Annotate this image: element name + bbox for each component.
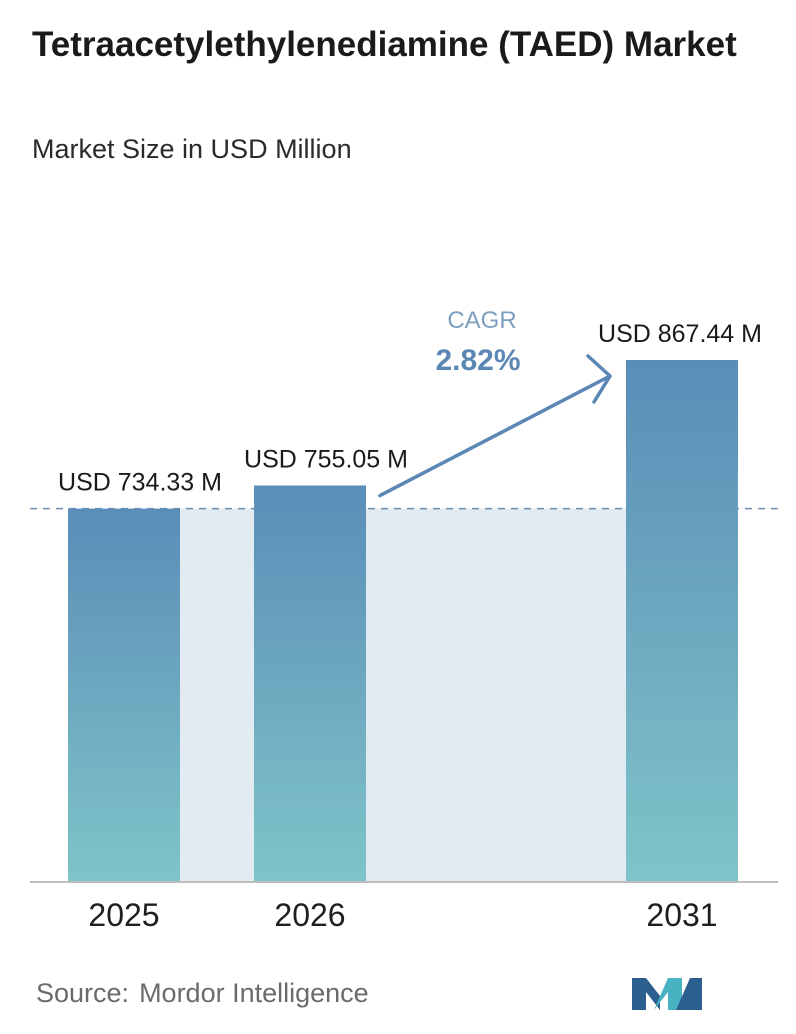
data-label-2025: USD 734.33 M [58,469,222,497]
growth-band [68,508,738,882]
source-line: Source: Mordor Intelligence [36,978,369,1009]
cagr-label: CAGR [447,307,516,334]
data-label-2026: USD 755.05 M [244,446,408,474]
cagr-arrow-icon [378,354,612,498]
bar-2025 [68,508,180,882]
bar-2031 [626,360,738,882]
chart-title: Tetraacetylethylenediamine (TAED) Market [32,25,737,64]
bar-chart: 2025 2026 2031 USD 734.33 M USD 755.05 M USD… [30,307,778,933]
data-label-2031: USD 867.44 M [598,320,762,348]
cagr-value: 2.82% [435,344,520,377]
x-tick-label-2026: 2026 [274,897,345,933]
source-name: Mordor Intelligence [139,978,369,1008]
mordor-intelligence-logo-icon [632,978,702,1010]
chart-subtitle: Market Size in USD Million [32,134,352,164]
source-label: Source: [36,978,130,1008]
x-tick-label-2031: 2031 [646,897,717,933]
cagr-annotation: CAGR 2.82% [378,307,612,498]
x-tick-label-2025: 2025 [88,897,159,933]
bar-2026 [254,485,366,882]
